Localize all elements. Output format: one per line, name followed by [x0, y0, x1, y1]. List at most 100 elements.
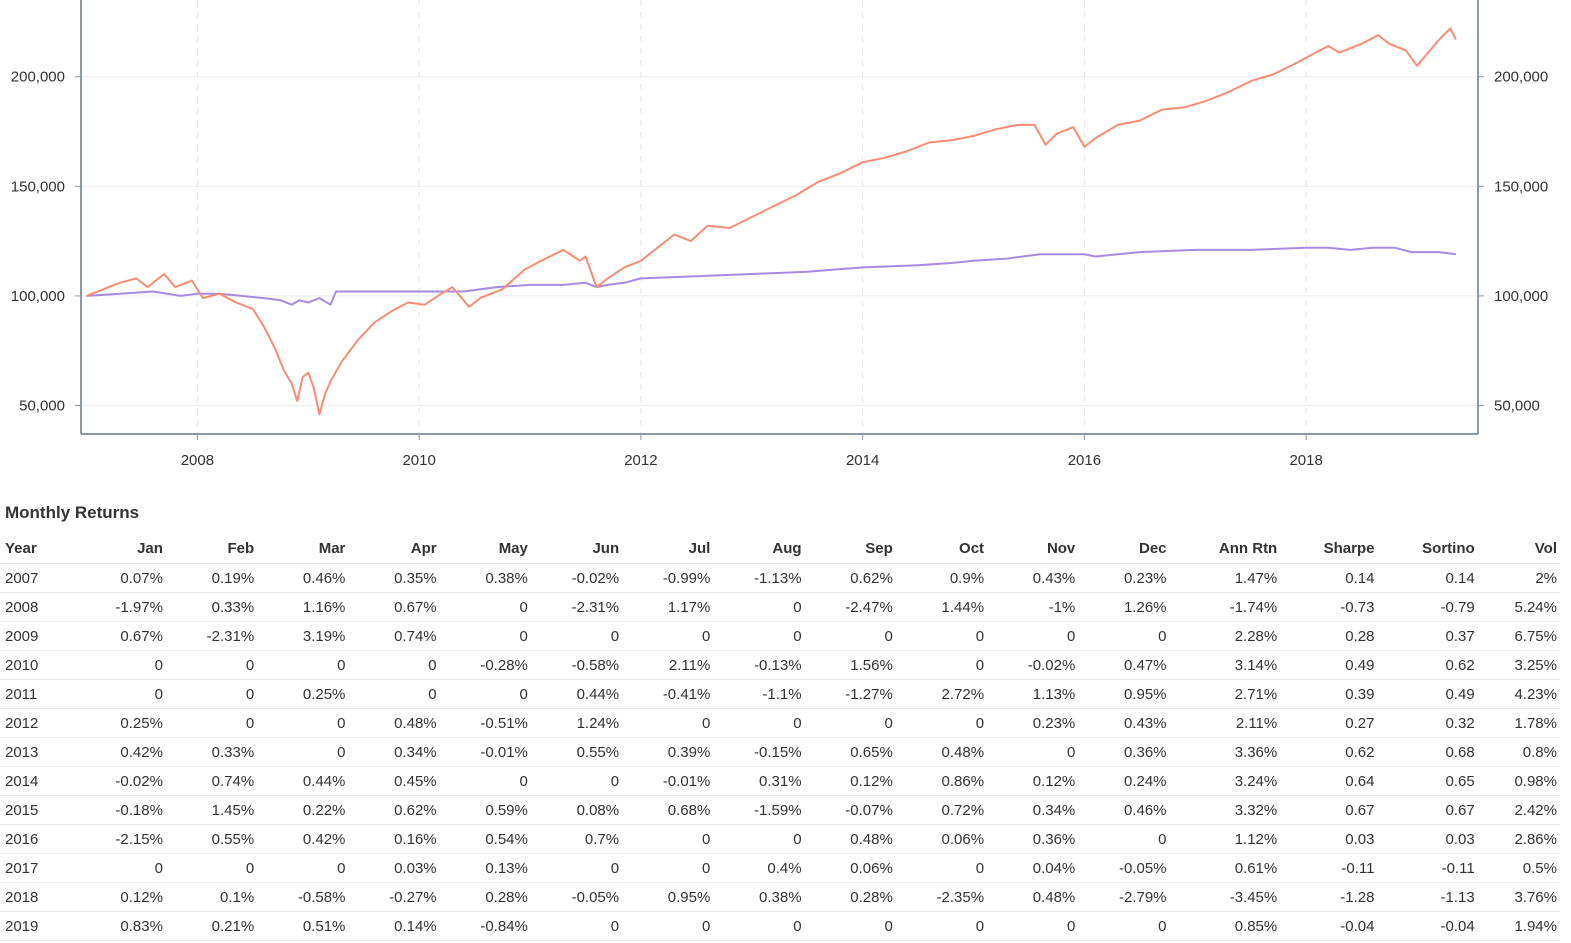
table-cell: 0.67%	[74, 621, 166, 651]
x-tick-label: 2014	[846, 452, 879, 469]
table-cell: -0.79	[1377, 592, 1478, 622]
table-cell: 2.42%	[1477, 795, 1560, 825]
year-cell: 2014	[0, 766, 75, 796]
table-cell: -2.79%	[1078, 882, 1170, 912]
table-cell: 0.43%	[1078, 708, 1170, 738]
table-cell: -0.51%	[439, 708, 531, 738]
x-tick-label: 2016	[1068, 452, 1101, 469]
table-cell: 0.03	[1377, 824, 1478, 854]
table-cell: 0	[895, 621, 988, 651]
table-cell: 0.48%	[348, 708, 440, 738]
table-cell: -0.02%	[530, 563, 623, 593]
table-cell: 0.06%	[804, 853, 896, 883]
table-cell: 0	[165, 650, 258, 680]
table-cell: 0.5%	[1477, 853, 1560, 883]
table-cell: 0.55%	[530, 737, 623, 767]
table-cell: -0.41%	[622, 679, 714, 709]
table-cell: 0	[622, 853, 714, 883]
y-tick-label-left: 50,000	[19, 398, 65, 415]
table-cell: 0.34%	[348, 737, 440, 767]
table-cell: 0	[622, 621, 714, 651]
table-cell: 0.04%	[987, 853, 1079, 883]
table-cell: 1.78%	[1477, 708, 1560, 738]
year-cell: 2013	[0, 737, 75, 767]
column-header: Oct	[895, 534, 988, 564]
table-cell: 0.1%	[165, 882, 258, 912]
table-cell: 0.54%	[439, 824, 531, 854]
table-cell: 0.28%	[439, 882, 531, 912]
table-cell: -0.11	[1280, 853, 1378, 883]
column-header: Vol	[1477, 534, 1560, 564]
table-cell: 0	[74, 650, 166, 680]
year-cell: 2007	[0, 563, 75, 593]
table-cell: -0.04	[1377, 911, 1478, 941]
table-cell: 0.35%	[348, 563, 440, 593]
table-cell: 0	[439, 621, 531, 651]
column-header: Dec	[1078, 534, 1170, 564]
table-cell: 3.36%	[1169, 737, 1281, 767]
table-cell: 0.74%	[165, 766, 258, 796]
table-cell: 0.42%	[257, 824, 349, 854]
chart-tick-labels: 50,000 50,000 100,000 100,000 150,000 150,000…	[11, 69, 1548, 469]
table-cell: 0	[74, 853, 166, 883]
table-cell: 3.32%	[1169, 795, 1281, 825]
table-cell: 0	[439, 592, 531, 622]
table-cell: 0.9%	[895, 563, 988, 593]
table-cell: -0.99%	[622, 563, 714, 593]
table-cell: 0	[165, 853, 258, 883]
table-cell: 0.49	[1280, 650, 1378, 680]
table-cell: 0	[895, 911, 988, 941]
table-cell: 0.62%	[348, 795, 440, 825]
table-cell: 0.48%	[987, 882, 1079, 912]
chart-series	[86, 27, 1457, 416]
y-tick-label-left: 100,000	[11, 288, 65, 305]
table-row: 2015 -0.18% 1.45% 0.22% 0.62% 0.59% 0.08% 0.68%…	[0, 795, 1560, 825]
y-tick-label-right: 50,000	[1494, 398, 1540, 415]
table-row: 2007 0.07% 0.19% 0.46% 0.35% 0.38% -0.02% -0.99…	[0, 563, 1560, 593]
table-cell: 0.43%	[987, 563, 1079, 593]
table-cell: 0	[348, 650, 440, 680]
series-line-1	[86, 246, 1456, 306]
table-cell: 0.85%	[1169, 911, 1281, 941]
table-cell: -0.07%	[804, 795, 896, 825]
table-cell: -0.13%	[713, 650, 805, 680]
table-cell: 1.13%	[987, 679, 1079, 709]
table-cell: 0	[530, 911, 623, 941]
table-cell: 0.16%	[348, 824, 440, 854]
table-cell: 0	[530, 766, 623, 796]
table-cell: 0.62%	[804, 563, 896, 593]
x-tick-label: 2008	[181, 452, 214, 469]
table-cell: -0.28%	[439, 650, 531, 680]
table-cell: 0	[987, 737, 1079, 767]
table-cell: -2.31%	[165, 621, 258, 651]
table-cell: 0.34%	[987, 795, 1079, 825]
column-header: Ann Rtn	[1169, 534, 1281, 564]
table-cell: 0.03	[1280, 824, 1378, 854]
table-cell: 1.26%	[1078, 592, 1170, 622]
table-cell: 1.56%	[804, 650, 896, 680]
y-tick-label-left: 150,000	[11, 178, 65, 195]
table-cell: 0	[257, 737, 349, 767]
chart-axes	[75, 0, 1484, 440]
table-cell: 0.19%	[165, 563, 258, 593]
table-cell: -1.13%	[713, 563, 805, 593]
table-cell: 0.12%	[74, 882, 166, 912]
table-cell: 0	[439, 679, 531, 709]
column-header: Sharpe	[1280, 534, 1378, 564]
table-cell: 3.14%	[1169, 650, 1281, 680]
table-cell: 2.28%	[1169, 621, 1281, 651]
table-cell: 0.25%	[74, 708, 166, 738]
table-cell: 0.42%	[74, 737, 166, 767]
column-header: Jul	[622, 534, 714, 564]
table-cell: -0.84%	[439, 911, 531, 941]
table-row: 2013 0.42% 0.33% 0 0.34% -0.01% 0.55% 0.39% -0.1…	[0, 737, 1560, 767]
table-cell: 0.03%	[348, 853, 440, 883]
table-row: 2010 0 0 0 0 -0.28% -0.58% 2.11% -0.13% 1.56% 0 -0.…	[0, 650, 1560, 680]
table-cell: -0.11	[1377, 853, 1478, 883]
table-cell: -0.02%	[74, 766, 166, 796]
year-cell: 2019	[0, 911, 75, 941]
table-cell: -0.02%	[987, 650, 1079, 680]
table-cell: 0.48%	[895, 737, 988, 767]
table-row: 2016 -2.15% 0.55% 0.42% 0.16% 0.54% 0.7% 0 0 0.48…	[0, 824, 1560, 854]
table-cell: 0	[895, 853, 988, 883]
